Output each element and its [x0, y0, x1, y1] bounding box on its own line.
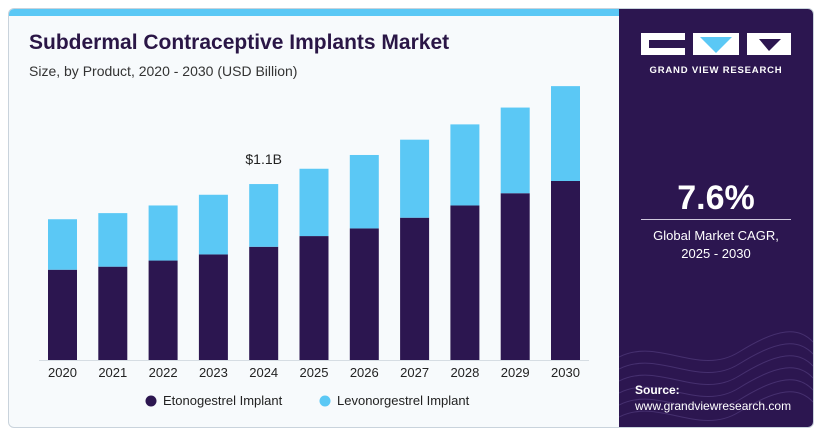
chart-card: Subdermal Contraceptive Implants Market … [8, 8, 814, 428]
x-tick-label: 2026 [350, 365, 379, 380]
source-label: Source: [635, 383, 680, 397]
legend-marker-levonorgestrel [319, 395, 331, 407]
bar-chart: 2020 2021 2022 2023 2024 2025 2026 2027 2028 2029… [39, 86, 589, 408]
wave-pattern [619, 331, 813, 421]
bar-etonogestrel-2026 [349, 228, 379, 360]
info-panel: GRAND VIEW RESEARCH 7.6% Global Market C… [619, 9, 813, 427]
x-tick-label: 2020 [48, 365, 77, 380]
bar-etonogestrel-2030 [551, 180, 580, 360]
bar-levonorgestrel-2022 [148, 205, 178, 261]
bar-levonorgestrel-2029 [500, 107, 530, 194]
data-label-annotation: $1.1B [245, 151, 282, 167]
bar-levonorgestrel-2023 [198, 194, 228, 255]
accent-bar [9, 9, 619, 16]
brand-name: GRAND VIEW RESEARCH [649, 65, 783, 76]
x-tick-label: 2030 [551, 365, 580, 380]
x-tick-label: 2024 [249, 365, 278, 380]
bar-etonogestrel-2023 [198, 254, 228, 360]
bar-levonorgestrel-2024 [249, 184, 279, 247]
bar-etonogestrel-2028 [450, 205, 480, 360]
bar-levonorgestrel-2030 [551, 86, 580, 181]
x-tick-label: 2027 [400, 365, 429, 380]
cagr-label-line1: Global Market CAGR, [653, 228, 779, 243]
bar-levonorgestrel-2025 [299, 168, 329, 237]
legend-marker-etonogestrel [145, 395, 157, 407]
bar-etonogestrel-2021 [98, 266, 128, 360]
cagr-value: 7.6% [677, 179, 755, 217]
bar-etonogestrel-2025 [299, 236, 329, 360]
source-url[interactable]: www.grandviewresearch.com [635, 399, 792, 413]
bar-etonogestrel-2022 [148, 260, 178, 360]
bar-etonogestrel-2024 [249, 246, 279, 360]
chart-subtitle: Size, by Product, 2020 - 2030 (USD Billi… [29, 63, 298, 79]
bar-levonorgestrel-2026 [349, 154, 379, 229]
gvr-logo-icon [641, 33, 791, 55]
cagr-divider [641, 219, 791, 220]
legend-label-etonogestrel: Etonogestrel Implant [163, 393, 283, 408]
cagr-label: Global Market CAGR, 2025 - 2030 [619, 227, 813, 263]
bar-levonorgestrel-2028 [450, 124, 480, 206]
x-tick-label: 2021 [98, 365, 127, 380]
bar-etonogestrel-2020 [48, 269, 77, 360]
bar-levonorgestrel-2027 [400, 139, 430, 218]
cagr-label-line2: 2025 - 2030 [681, 246, 751, 261]
x-tick-label: 2028 [450, 365, 479, 380]
bar-etonogestrel-2029 [500, 193, 530, 360]
chart-title: Subdermal Contraceptive Implants Market [29, 31, 450, 54]
legend-label-levonorgestrel: Levonorgestrel Implant [337, 393, 470, 408]
x-tick-label: 2025 [300, 365, 329, 380]
x-tick-label: 2023 [199, 365, 228, 380]
bar-etonogestrel-2027 [400, 217, 430, 360]
bar-levonorgestrel-2020 [48, 219, 77, 270]
x-tick-label: 2029 [501, 365, 530, 380]
x-tick-label: 2022 [149, 365, 178, 380]
bar-levonorgestrel-2021 [98, 213, 128, 267]
